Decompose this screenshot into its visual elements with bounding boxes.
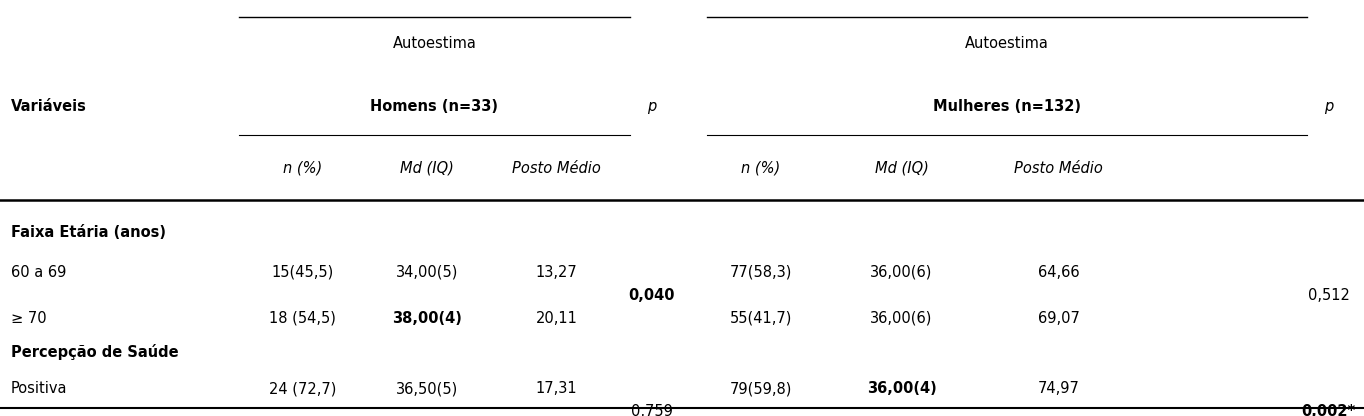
Text: Variáveis: Variáveis — [11, 99, 87, 114]
Text: Autoestima: Autoestima — [393, 36, 476, 51]
Text: 36,00(6): 36,00(6) — [870, 311, 933, 326]
Text: p: p — [1324, 99, 1333, 114]
Text: Faixa Etária (anos): Faixa Etária (anos) — [11, 225, 166, 240]
Text: 77(58,3): 77(58,3) — [730, 265, 792, 280]
Text: n (%): n (%) — [742, 161, 780, 176]
Text: 20,11: 20,11 — [536, 311, 577, 326]
Text: Autoestima: Autoestima — [964, 36, 1049, 51]
Text: Posto Médio: Posto Médio — [1013, 161, 1103, 176]
Text: 64,66: 64,66 — [1038, 265, 1079, 280]
Text: 69,07: 69,07 — [1038, 311, 1079, 326]
Text: 74,97: 74,97 — [1038, 381, 1079, 396]
Text: 36,50(5): 36,50(5) — [396, 381, 458, 396]
Text: Percepção de Saúde: Percepção de Saúde — [11, 344, 179, 359]
Text: Mulheres (n=132): Mulheres (n=132) — [933, 99, 1080, 114]
Text: 79(59,8): 79(59,8) — [730, 381, 792, 396]
Text: n (%): n (%) — [284, 161, 322, 176]
Text: 15(45,5): 15(45,5) — [271, 265, 334, 280]
Text: 60 a 69: 60 a 69 — [11, 265, 67, 280]
Text: Homens (n=33): Homens (n=33) — [371, 99, 498, 114]
Text: 0,040: 0,040 — [629, 288, 675, 303]
Text: ≥ 70: ≥ 70 — [11, 311, 46, 326]
Text: Md (IQ): Md (IQ) — [400, 161, 454, 176]
Text: 34,00(5): 34,00(5) — [396, 265, 458, 280]
Text: p: p — [648, 99, 656, 114]
Text: 36,00(4): 36,00(4) — [866, 381, 937, 396]
Text: 55(41,7): 55(41,7) — [730, 311, 792, 326]
Text: 17,31: 17,31 — [536, 381, 577, 396]
Text: 38,00(4): 38,00(4) — [391, 311, 462, 326]
Text: 0,512: 0,512 — [1308, 288, 1349, 303]
Text: Md (IQ): Md (IQ) — [874, 161, 929, 176]
Text: 18 (54,5): 18 (54,5) — [269, 311, 337, 326]
Text: 24 (72,7): 24 (72,7) — [269, 381, 337, 396]
Text: 13,27: 13,27 — [536, 265, 577, 280]
Text: 0,002*: 0,002* — [1301, 404, 1356, 416]
Text: Posto Médio: Posto Médio — [512, 161, 602, 176]
Text: 36,00(6): 36,00(6) — [870, 265, 933, 280]
Text: Positiva: Positiva — [11, 381, 67, 396]
Text: 0,759: 0,759 — [632, 404, 672, 416]
